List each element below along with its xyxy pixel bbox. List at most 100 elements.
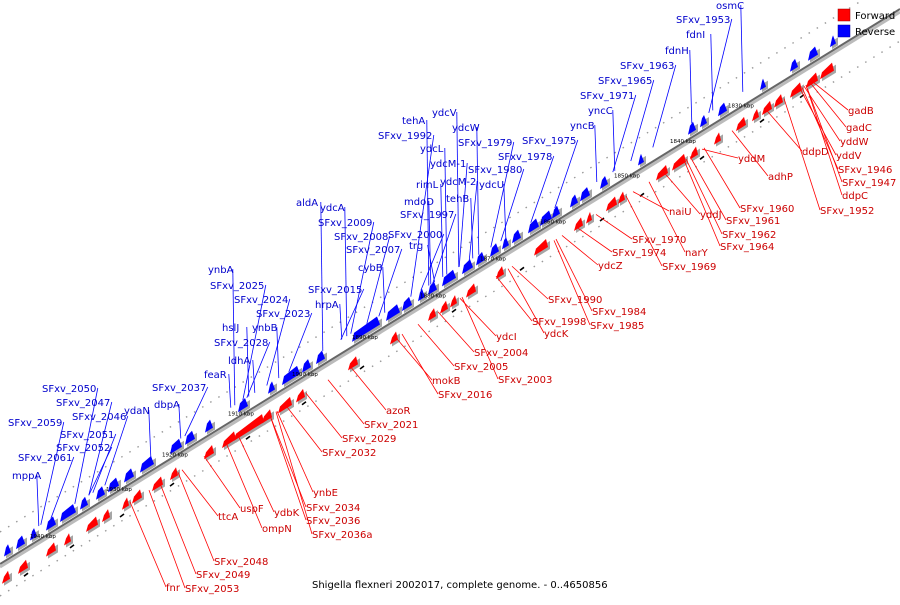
reverse-gene-label[interactable]: SFxv_2024: [234, 295, 288, 306]
reverse-gene-label[interactable]: SFxv_2023: [256, 309, 310, 320]
reverse-gene-arrow[interactable]: [185, 430, 195, 445]
forward-gene-label[interactable]: SFxv_2053: [185, 584, 239, 595]
reverse-gene-label[interactable]: ydcM-1: [430, 159, 466, 170]
forward-gene-arrow[interactable]: [618, 191, 625, 204]
reverse-gene-label[interactable]: ydcW: [452, 123, 480, 134]
reverse-gene-arrow[interactable]: [580, 187, 590, 202]
reverse-gene-arrow[interactable]: [46, 516, 56, 531]
forward-gene-label[interactable]: ynbE: [313, 488, 338, 499]
forward-gene-arrow[interactable]: [86, 516, 98, 532]
forward-gene-arrow[interactable]: [790, 82, 802, 98]
forward-gene-arrow[interactable]: [820, 62, 834, 80]
forward-gene-label[interactable]: SFxv_1969: [662, 262, 716, 273]
forward-gene-arrow[interactable]: [440, 300, 448, 314]
reverse-gene-arrow[interactable]: [462, 259, 473, 275]
reverse-gene-arrow[interactable]: [238, 398, 248, 413]
reverse-gene-arrow[interactable]: [80, 496, 88, 510]
reverse-gene-label[interactable]: SFxv_2009: [318, 218, 372, 229]
forward-gene-arrow[interactable]: [762, 100, 772, 116]
reverse-gene-label[interactable]: SFxv_1963: [620, 61, 674, 72]
reverse-gene-label[interactable]: osmC: [716, 1, 744, 12]
forward-gene-arrow[interactable]: [152, 476, 163, 492]
forward-gene-arrow[interactable]: [752, 108, 759, 122]
forward-gene-arrow[interactable]: [450, 295, 457, 308]
forward-gene-label[interactable]: SFxv_1998: [532, 317, 586, 328]
reverse-gene-arrow[interactable]: [552, 205, 560, 219]
forward-gene-label[interactable]: ydcZ: [598, 261, 623, 272]
reverse-gene-arrow[interactable]: [700, 114, 707, 128]
reverse-gene-label[interactable]: hslJ: [222, 323, 239, 334]
forward-gene-arrow[interactable]: [278, 396, 292, 414]
reverse-gene-arrow[interactable]: [60, 504, 76, 522]
forward-gene-label[interactable]: SFxv_2048: [214, 557, 268, 568]
reverse-gene-arrow[interactable]: [790, 58, 798, 72]
reverse-gene-arrow[interactable]: [96, 486, 105, 500]
reverse-gene-label[interactable]: feaR: [204, 370, 227, 381]
reverse-gene-label[interactable]: SFxv_2059: [8, 418, 62, 429]
forward-gene-label[interactable]: SFxv_1947: [842, 178, 896, 189]
reverse-gene-arrow[interactable]: [688, 121, 696, 135]
forward-gene-label[interactable]: SFxv_2005: [454, 362, 508, 373]
forward-gene-label[interactable]: ydbK: [274, 508, 300, 519]
forward-gene-label[interactable]: naiU: [669, 207, 692, 218]
reverse-gene-label[interactable]: hrpA: [315, 300, 339, 311]
forward-gene-label[interactable]: SFxv_1984: [592, 307, 646, 318]
forward-gene-label[interactable]: SFxv_1974: [612, 248, 666, 259]
reverse-gene-label[interactable]: ldhA: [228, 356, 250, 367]
forward-gene-label[interactable]: gadB: [848, 106, 874, 117]
reverse-gene-label[interactable]: SFxv_2037: [152, 383, 206, 394]
forward-gene-label[interactable]: ttcA: [218, 512, 238, 523]
reverse-gene-arrow[interactable]: [760, 78, 766, 91]
forward-gene-label[interactable]: yddW: [840, 137, 869, 148]
reverse-gene-arrow[interactable]: [502, 237, 509, 250]
forward-gene-arrow[interactable]: [714, 132, 721, 145]
forward-gene-label[interactable]: azoR: [386, 406, 410, 417]
forward-gene-label[interactable]: yddM: [738, 154, 765, 165]
forward-gene-label[interactable]: SFxv_2036a: [312, 530, 373, 541]
forward-gene-arrow[interactable]: [428, 308, 436, 322]
forward-gene-label[interactable]: SFxv_2029: [342, 434, 396, 445]
forward-gene-label[interactable]: SFxv_2034: [306, 503, 360, 514]
forward-gene-arrow[interactable]: [262, 409, 272, 424]
forward-gene-arrow[interactable]: [122, 497, 129, 510]
forward-gene-arrow[interactable]: [496, 266, 504, 280]
reverse-gene-arrow[interactable]: [316, 350, 325, 365]
reverse-gene-label[interactable]: SFxv_2028: [214, 338, 268, 349]
forward-gene-label[interactable]: ompN: [262, 524, 292, 535]
reverse-gene-label[interactable]: SFxv_1975: [522, 136, 576, 147]
reverse-gene-arrow[interactable]: [442, 269, 456, 287]
reverse-gene-label[interactable]: mppA: [12, 471, 41, 482]
reverse-gene-label[interactable]: SFxv_1980: [468, 165, 522, 176]
forward-gene-label[interactable]: SFxv_1946: [838, 165, 892, 176]
reverse-gene-arrow[interactable]: [600, 176, 608, 189]
reverse-gene-label[interactable]: trg: [409, 241, 423, 252]
forward-gene-label[interactable]: SFxv_2021: [364, 420, 418, 431]
reverse-gene-label[interactable]: ydcL: [420, 144, 444, 155]
reverse-gene-label[interactable]: SFxv_1971: [580, 91, 634, 102]
forward-gene-label[interactable]: SFxv_1961: [726, 216, 780, 227]
reverse-gene-label[interactable]: SFxv_2025: [210, 281, 264, 292]
reverse-gene-label[interactable]: ynbB: [252, 323, 278, 334]
forward-gene-arrow[interactable]: [806, 72, 818, 88]
forward-gene-label[interactable]: SFxv_2016: [438, 390, 492, 401]
forward-gene-label[interactable]: SFxv_2003: [498, 375, 552, 386]
reverse-gene-label[interactable]: fdnH: [665, 46, 689, 57]
reverse-gene-label[interactable]: fdnI: [686, 30, 705, 41]
reverse-gene-arrow[interactable]: [808, 46, 818, 61]
forward-gene-arrow[interactable]: [534, 239, 548, 256]
forward-gene-arrow[interactable]: [102, 509, 110, 523]
forward-gene-label[interactable]: SFxv_2049: [196, 570, 250, 581]
reverse-gene-arrow[interactable]: [268, 381, 275, 394]
reverse-gene-arrow[interactable]: [512, 229, 521, 244]
reverse-gene-label[interactable]: aldA: [296, 198, 318, 209]
reverse-gene-label[interactable]: ydcA: [320, 203, 345, 214]
forward-gene-label[interactable]: fnr: [166, 583, 181, 594]
forward-gene-arrow[interactable]: [46, 542, 56, 557]
forward-gene-arrow[interactable]: [690, 146, 698, 160]
reverse-gene-label[interactable]: SFxv_1978: [498, 152, 552, 163]
reverse-gene-arrow[interactable]: [352, 316, 380, 342]
reverse-gene-label[interactable]: SFxv_2061: [18, 453, 72, 464]
forward-gene-label[interactable]: ydcK: [544, 329, 569, 340]
reverse-gene-arrow[interactable]: [428, 281, 437, 296]
reverse-gene-label[interactable]: SFxv_1992: [378, 131, 432, 142]
